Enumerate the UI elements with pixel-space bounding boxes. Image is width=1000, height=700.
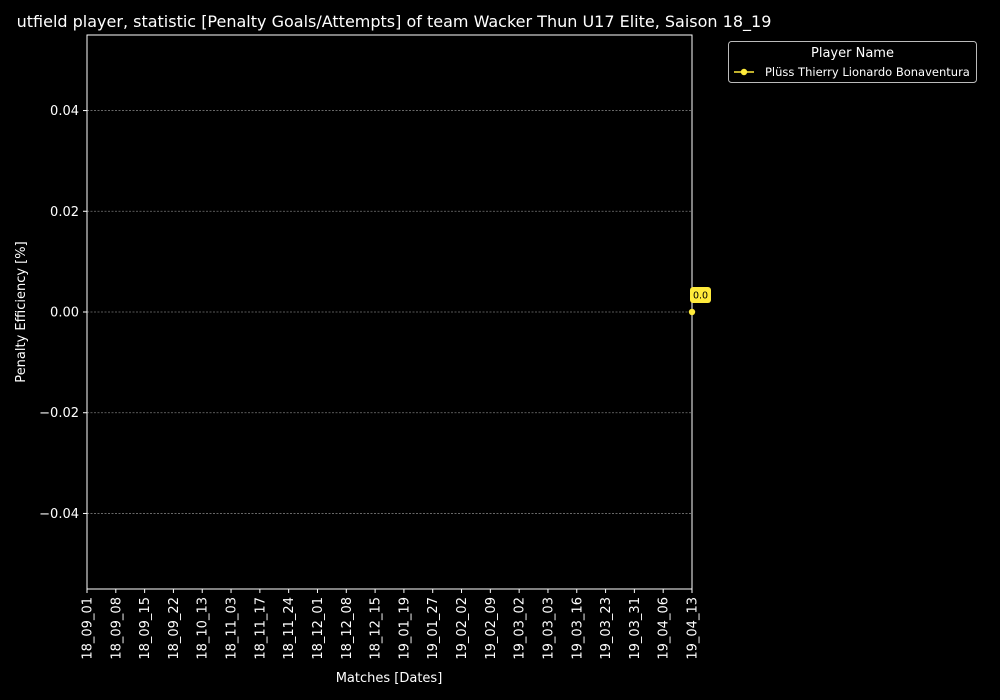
x-tick-label: 18_11_03 <box>225 597 240 660</box>
y-tick-label: −0.04 <box>39 507 79 522</box>
y-axis: −0.04 −0.02 0.00 0.02 0.04 <box>39 104 87 522</box>
legend-marker-dot <box>740 68 748 76</box>
x-tick-label: 18_09_08 <box>109 597 124 660</box>
x-tick-label: 19_03_03 <box>541 597 556 660</box>
x-tick-label: 18_09_15 <box>138 597 153 660</box>
legend-title: Player Name <box>811 46 894 61</box>
x-tick-label: 18_09_01 <box>81 597 96 660</box>
y-axis-label: Penalty Efficiency [%] <box>14 241 29 382</box>
x-tick-label: 18_11_17 <box>253 597 268 660</box>
x-tick-label: 19_03_23 <box>599 597 614 660</box>
legend-entry-label: Plüss Thierry Lionardo Bonaventura <box>765 65 970 79</box>
x-tick-label: 19_03_31 <box>628 597 643 660</box>
x-tick-label: 19_02_02 <box>455 597 470 660</box>
grid-lines <box>87 110 692 514</box>
x-tick-label: 19_01_19 <box>397 597 412 660</box>
x-tick-label: 18_11_24 <box>282 597 297 660</box>
x-axis-label: Matches [Dates] <box>336 671 443 686</box>
chart-title: utfield player, statistic [Penalty Goals… <box>17 12 772 32</box>
x-tick-label: 19_03_16 <box>570 597 585 660</box>
x-axis: 18_09_01 18_09_08 18_09_15 18_09_22 18_10_13… <box>81 589 701 660</box>
data-label: 0.0 <box>693 291 708 302</box>
y-tick-label: 0.02 <box>50 205 79 220</box>
x-tick-label: 19_04_06 <box>657 597 672 660</box>
y-tick-label: −0.02 <box>39 406 79 421</box>
x-tick-label: 18_10_13 <box>196 597 211 660</box>
data-label-box <box>690 287 711 303</box>
x-tick-label: 19_03_02 <box>513 597 528 660</box>
x-tick-label: 18_12_08 <box>340 597 355 660</box>
x-tick-label: 19_04_13 <box>686 597 701 660</box>
y-tick-label: 0.00 <box>50 306 79 321</box>
legend-box <box>728 41 977 83</box>
legend: Player Name Plüss Thierry Lionardo Bonav… <box>728 41 977 83</box>
data-point <box>688 308 696 316</box>
x-tick-label: 19_02_09 <box>484 597 499 660</box>
x-tick-label: 18_09_22 <box>167 597 182 660</box>
x-tick-label: 19_01_27 <box>426 597 441 660</box>
x-tick-label: 18_12_15 <box>369 597 384 660</box>
x-tick-label: 18_12_01 <box>311 597 326 660</box>
series-layer: 0.0 <box>688 287 711 316</box>
y-tick-label: 0.04 <box>50 104 79 119</box>
